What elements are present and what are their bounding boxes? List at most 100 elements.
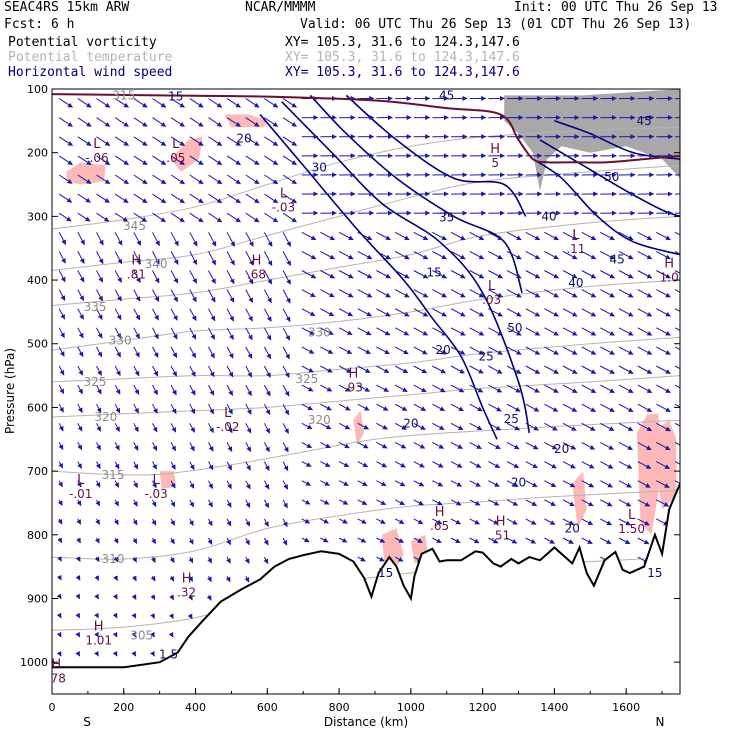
wind-vector [432,250,447,260]
wind-vector [581,270,597,279]
wind-vector [58,365,65,376]
wind-vector [562,537,574,544]
wind-vector [152,346,159,358]
wind-vector [301,441,313,449]
wind-label: 15 [168,90,183,104]
wind-vector [394,308,410,317]
wind-vector [413,250,429,260]
wind-vector [133,212,148,223]
wind-vector [77,117,92,127]
wind-vector [488,422,502,431]
wind-vector [450,231,466,241]
wind-vector [208,442,214,452]
wind-vector [544,518,556,525]
wind-vector [469,537,480,544]
wind-vector [132,499,138,507]
y-axis-label: Pressure (hPa) [3,348,17,434]
wind-vector [450,365,465,374]
wind-vector [58,270,66,283]
wind-vector [189,327,197,340]
wind-vector [133,251,141,265]
wind-vector [133,308,141,321]
wind-vector [245,251,254,266]
wind-vector [152,365,159,377]
wind-vector [226,537,232,546]
wind-vector [77,365,84,376]
wind-vector [282,308,291,323]
pv-extremum-value: 1.50 [618,522,645,536]
wind-vector [488,308,503,317]
theta-label: 330 [109,334,132,348]
y-tick-label: 900 [27,592,48,605]
wind-vector [562,308,578,317]
wind-vector [245,346,253,359]
wind-vector [618,308,634,317]
wind-label: 20 [403,416,418,430]
wind-vector [245,136,260,147]
wind-vector [600,518,613,526]
wind-vector [226,193,241,204]
wind-vector [208,480,214,489]
wind-vector [245,174,260,185]
wind-vector [618,480,632,488]
wind-vector [450,461,463,468]
pv-extremum-mark: H [131,253,141,268]
wind-vector [150,556,156,563]
wind-vector [282,251,292,266]
wind-vector [170,403,177,414]
wind-vector [656,270,671,279]
wind-vector [208,499,213,508]
pv-extremum-value: .78 [47,672,66,686]
wind-vector [357,384,371,392]
wind-vector [656,346,671,355]
wind-vector [581,365,597,374]
wind-vector [562,289,578,298]
wind-vector [450,270,466,279]
pv-extremum-mark: L [224,406,232,421]
wind-vector [357,461,369,468]
wind-vector [656,289,671,298]
wind-vector [245,403,252,415]
wind-label: 20 [511,476,526,490]
wind-vector [113,518,119,526]
wind-vector [114,251,123,265]
wind-vector [320,327,334,336]
wind-vector [263,442,270,453]
theta-contour-335 [52,215,680,306]
wind-vector [413,384,427,393]
wind-vector [525,250,541,260]
wind-vector [450,384,465,393]
wind-vector [77,403,83,413]
wind-vector [376,250,391,260]
wind-vector [282,499,288,509]
wind-vector [600,327,615,336]
wind-vector [150,631,155,638]
wind-vector [112,594,118,600]
wind-vector [226,174,241,185]
wind-vector [208,423,214,434]
wind-vector [525,346,541,355]
wind-vector [581,327,597,336]
wind-vector [95,480,101,488]
wind-vector [413,270,429,279]
wind-vector [320,403,332,411]
wind-vector [226,117,241,127]
wind-vector [488,461,501,469]
wind-vector [152,384,158,396]
wind-vector [152,308,159,321]
wind-vector [320,270,336,279]
wind-vector [77,136,92,147]
wind-vector [544,384,559,393]
wind-vector [169,537,175,545]
wind-vector [76,518,82,525]
wind-vector [133,193,148,204]
theta-label: 315 [102,468,125,482]
wind-vector [562,346,578,355]
wind-vector [600,289,615,298]
pv-extremum-value: -.06 [85,151,108,165]
wind-vector [133,346,140,358]
wind-vector [394,499,405,506]
wind-vector [618,289,634,298]
wind-vector [581,346,597,355]
wind-vector [413,365,428,374]
